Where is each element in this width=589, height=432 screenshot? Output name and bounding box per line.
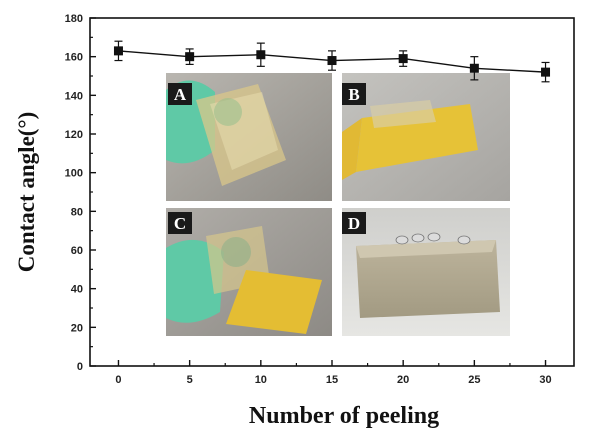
y-axis-title: Contact angle(°) [14,112,39,273]
inset-b-letter: B [348,85,359,104]
y-tick-label: 120 [65,129,83,141]
data-point [113,46,123,56]
axes: 0 20 40 60 80 100 120 140 160 180 0 5 10 15 20 25 30 [65,13,552,386]
y-tick-label: 160 [65,52,83,64]
inset-a: A [166,73,332,201]
y-tick-label: 0 [77,361,83,373]
x-tick-label: 15 [326,374,338,386]
y-tick-label: 80 [71,206,83,218]
data-point [469,63,479,73]
y-tick-label: 180 [65,13,83,25]
inset-d: D [342,208,510,336]
inset-b-label-box [342,83,366,105]
inset-b: B [342,73,510,201]
inset-a-label-box [168,83,192,105]
x-tick-label: 30 [539,374,551,386]
y-tick-label: 140 [65,90,83,102]
series-layer [113,40,551,83]
inset-d-label-box [342,212,366,234]
inset-d-letter: D [348,214,360,233]
data-point [541,67,551,77]
inset-b-film [370,100,436,128]
inset-photos: A B C [166,73,510,336]
x-tick-label: 0 [115,374,121,386]
droplet [427,232,441,242]
x-axis-title: Number of peeling [249,403,439,429]
y-tick-label: 60 [71,245,83,257]
inset-a-letter: A [174,85,187,104]
inset-d-block [356,240,500,318]
droplet [457,235,471,245]
x-tick-label: 20 [397,374,409,386]
data-point [327,56,337,66]
x-tick-label: 25 [468,374,480,386]
x-tick-label: 5 [187,374,193,386]
y-tick-label: 40 [71,284,83,296]
data-point [256,50,266,60]
y-tick-label: 20 [71,322,83,334]
droplet [411,233,425,243]
data-point [185,52,195,62]
droplet [395,235,409,245]
y-tick-label: 100 [65,168,83,180]
inset-c: C [166,208,332,336]
x-tick-label: 10 [255,374,267,386]
inset-c-tape [226,270,322,334]
data-point [398,54,408,64]
inset-c-letter: C [174,214,186,233]
inset-c-label-box [168,212,192,234]
